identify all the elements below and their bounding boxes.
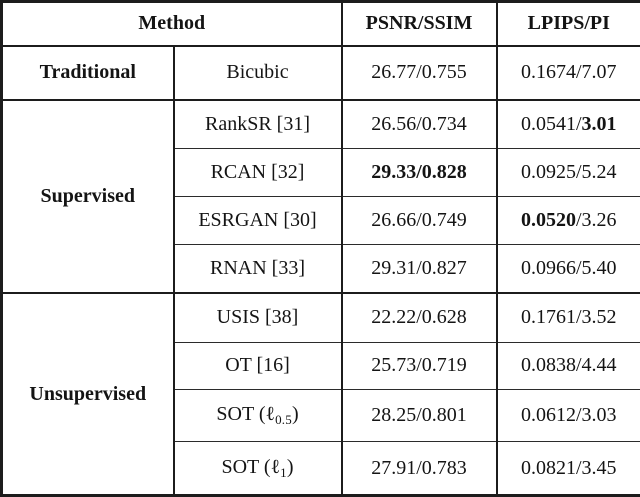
method-cell: ESRGAN [30] — [172, 195, 342, 245]
method-cell: RCAN [32] — [172, 147, 342, 197]
psnr-ssim-cell: 29.31/0.827 — [340, 243, 497, 294]
lpips-pi-cell: 0.0966/5.40 — [495, 243, 640, 294]
psnr-ssim-cell: 27.91/0.783 — [340, 441, 497, 496]
lpips-pi-cell: 0.1674/7.07 — [495, 44, 640, 100]
method-cell: USIS [38] — [172, 292, 342, 343]
method-cell: SOT (ℓ1) — [172, 441, 342, 496]
method-cell: RankSR [31] — [172, 98, 342, 149]
table-header-row: Method PSNR/SSIM LPIPS/PI — [1, 1, 640, 47]
lpips-pi-cell: 0.0821/3.45 — [495, 441, 640, 496]
lpips-pi-cell: 0.0925/5.24 — [495, 147, 640, 197]
category-cell-traditional: Traditional — [1, 44, 174, 100]
psnr-ssim-cell: 26.77/0.755 — [340, 44, 497, 100]
psnr-ssim-cell: 26.66/0.749 — [340, 195, 497, 245]
psnr-ssim-cell: 22.22/0.628 — [340, 292, 497, 343]
table-row-esrgan: ESRGAN [30] 26.66/0.749 0.0520/3.26 — [2, 195, 640, 245]
psnr-ssim-cell: 28.25/0.801 — [340, 389, 497, 442]
lpips-pi-cell: 0.0541/3.01 — [495, 98, 640, 149]
lpips-pi-cell: 0.0838/4.44 — [495, 341, 640, 390]
table-row-rcan: RCAN [32] 29.33/0.828 0.0925/5.24 — [2, 147, 640, 197]
table-row-sot-l1: SOT (ℓ1) 27.91/0.783 0.0821/3.45 — [2, 441, 640, 496]
table-row-ranksr: Supervised RankSR [31] 26.56/0.734 0.054… — [1, 98, 640, 294]
lpips-pi-cell: 0.1761/3.52 — [495, 292, 640, 343]
psnr-ssim-cell: 29.33/0.828 — [340, 147, 497, 197]
lpips-pi-cell: 0.0520/3.26 — [495, 195, 640, 245]
psnr-ssim-cell: 26.56/0.734 — [340, 98, 497, 149]
category-cell-unsupervised: Unsupervised — [1, 292, 174, 496]
category-cell-supervised: Supervised — [1, 98, 174, 294]
method-cell: SOT (ℓ0.5) — [172, 389, 342, 442]
method-cell: OT [16] — [172, 341, 342, 390]
header-lpips-pi: LPIPS/PI — [495, 1, 640, 47]
lpips-pi-cell: 0.0612/3.03 — [495, 389, 640, 442]
header-psnr-ssim: PSNR/SSIM — [340, 1, 497, 47]
table-row-usis: Unsupervised USIS [38] 22.22/0.628 0.176… — [1, 292, 640, 496]
method-cell: RNAN [33] — [172, 243, 342, 294]
table-row-rnan: RNAN [33] 29.31/0.827 0.0966/5.40 — [2, 243, 640, 294]
table-row-sot-l05: SOT (ℓ0.5) 28.25/0.801 0.0612/3.03 — [2, 389, 640, 442]
psnr-ssim-cell: 25.73/0.719 — [340, 341, 497, 390]
header-method: Method — [1, 1, 342, 47]
method-cell: Bicubic — [172, 44, 342, 100]
table-row-ot: OT [16] 25.73/0.719 0.0838/4.44 — [2, 341, 640, 390]
table-row-bicubic: Traditional Bicubic 26.77/0.755 0.1674/7… — [1, 44, 640, 100]
